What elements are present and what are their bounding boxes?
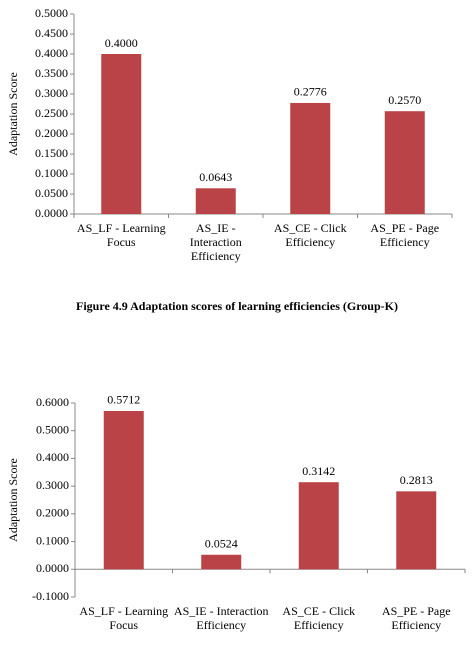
data-label: 0.0524	[205, 537, 238, 551]
x-tick-label: AS_CE - Click Efficiency	[273, 221, 347, 249]
data-label: 0.2776	[294, 85, 327, 99]
bar	[384, 111, 425, 214]
x-tick-label: AS_IE - Interaction Efficiency	[173, 604, 269, 632]
y-tick-label: 0.1000	[36, 533, 69, 547]
y-tick-label: 0.1000	[35, 166, 68, 180]
y-tick-label: 0.5000	[35, 6, 68, 20]
y-tick-label: -0.1000	[32, 589, 69, 603]
bar	[101, 54, 142, 214]
y-tick-label: 0.3000	[35, 86, 68, 100]
y-tick-label: 0.3500	[35, 66, 68, 80]
bar	[298, 482, 339, 570]
data-label: 0.0643	[199, 170, 232, 184]
y-tick-label: 0.2000	[36, 506, 69, 520]
data-label: 0.4000	[105, 36, 138, 50]
y-tick-label: 0.0000	[36, 561, 69, 575]
bar	[103, 410, 144, 570]
y-tick-label: 0.3000	[36, 478, 69, 492]
y-tick-label: 0.4500	[35, 26, 68, 40]
data-label: 0.2813	[400, 473, 433, 487]
x-tick-label: AS_PE - Page Efficiency	[381, 604, 451, 632]
y-tick-label: 0.5000	[36, 422, 69, 436]
data-label: 0.5712	[107, 393, 140, 407]
y-axis-title: Adaptation Score	[6, 458, 20, 542]
x-tick-label: AS_PE - Page Efficiency	[370, 221, 440, 249]
y-tick-label: 0.6000	[36, 395, 69, 409]
figure-caption: Figure 4.9 Adaptation scores of learning…	[76, 299, 398, 313]
bar	[195, 188, 236, 214]
y-tick-label: 0.2500	[35, 106, 68, 120]
y-tick-label: 0.0500	[35, 186, 68, 200]
bar	[290, 102, 331, 214]
x-tick-label: AS_LF - Learning Focus	[76, 221, 166, 249]
y-tick-label: 0.1500	[35, 146, 68, 160]
y-axis-title: Adaptation Score	[6, 72, 20, 156]
y-tick-label: 0.0000	[35, 206, 68, 220]
y-tick-label: 0.2000	[35, 126, 68, 140]
data-label: 0.2570	[388, 93, 421, 107]
data-label: 0.3142	[302, 464, 335, 478]
y-tick-label: 0.4000	[35, 46, 68, 60]
x-tick-label: AS_LF - Learning Focus	[79, 604, 169, 632]
bar	[201, 554, 242, 570]
y-tick-label: 0.4000	[36, 450, 69, 464]
bar	[396, 491, 437, 570]
x-tick-label: AS_CE - Click Efficiency	[282, 604, 356, 632]
x-tick-label: AS_IE - Interaction Efficiency	[189, 221, 242, 263]
